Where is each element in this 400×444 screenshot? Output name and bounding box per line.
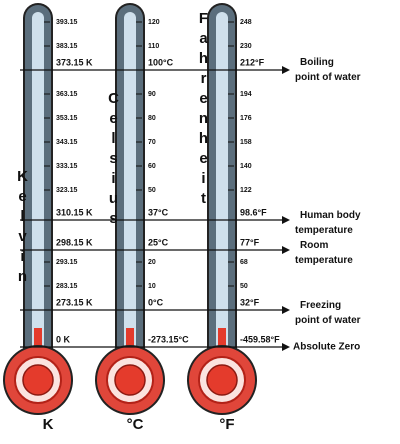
scale-label: 80 [148,115,156,122]
scale-label: 383.15 [56,43,78,50]
scale-label: 98.6°F [240,207,267,217]
scale-label: 25°C [148,237,169,247]
scale-label: 0°C [148,297,164,307]
scale-label: 333.15 [56,163,78,170]
annotation: Boiling [300,57,334,68]
scale-label: 176 [240,115,252,122]
scale-label: 310.15 K [56,207,93,217]
arrow-head [282,216,290,224]
scale-label: 393.15 [56,19,78,26]
scale-label: 293.15 [56,259,78,266]
unit-label: °C [127,416,144,433]
scale-label: 248 [240,19,252,26]
annotation: temperature [295,255,353,266]
scale-label: 273.15 K [56,297,93,307]
bulb-core [114,364,146,396]
scale-label: 77°F [240,237,260,247]
scale-label: -273.15°C [148,334,189,344]
scale-label: 20 [148,259,156,266]
arrow-head [282,343,290,351]
scale-label: 90 [148,91,156,98]
scale-label: 68 [240,259,248,266]
scale-label: 122 [240,187,252,194]
unit-label: K [43,416,54,433]
scale-label: 32°F [240,297,260,307]
annotation: temperature [295,225,353,236]
scale-label: 50 [240,283,248,290]
scale-label: 110 [148,43,159,50]
scale-name: Kelvin [14,168,31,288]
scale-label: 298.15 K [56,237,93,247]
arrow-head [282,246,290,254]
annotation: Freezing [300,300,341,311]
scale-label: 212°F [240,57,265,67]
annotation: Room [300,240,328,251]
tube-inner [124,12,136,352]
scale-name: Celsius [105,90,122,230]
scale-label: 158 [240,139,252,146]
arrow-head [282,66,290,74]
scale-label: 37°C [148,207,169,217]
annotation: Absolute Zero [293,342,360,353]
scale-label: 10 [148,283,156,290]
scale-label: 283.15 [56,283,78,290]
scale-label: 323.15 [56,187,78,194]
scale-label: 363.15 [56,91,78,98]
scale-label: -459.58°F [240,334,280,344]
scale-label: 194 [240,91,252,98]
scale-label: 140 [240,163,252,170]
scale-label: 353.15 [56,115,78,122]
scale-label: 230 [240,43,252,50]
annotation: Human body [300,210,361,221]
scale-name: Fahrenheit [195,10,212,210]
tube-inner [216,12,228,352]
unit-label: °F [219,416,234,433]
scale-label: 343.15 [56,139,78,146]
scale-label: 0 K [56,334,71,344]
bulb-core [22,364,54,396]
scale-label: 120 [148,19,160,26]
tube-inner [32,12,44,352]
scale-label: 60 [148,163,156,170]
scale-label: 70 [148,139,156,146]
scale-label: 50 [148,187,156,194]
arrow-head [282,306,290,314]
bulb-core [206,364,238,396]
scale-label: 100°C [148,57,174,67]
annotation: point of water [295,72,361,83]
annotation: point of water [295,315,361,326]
scale-label: 373.15 K [56,57,93,67]
